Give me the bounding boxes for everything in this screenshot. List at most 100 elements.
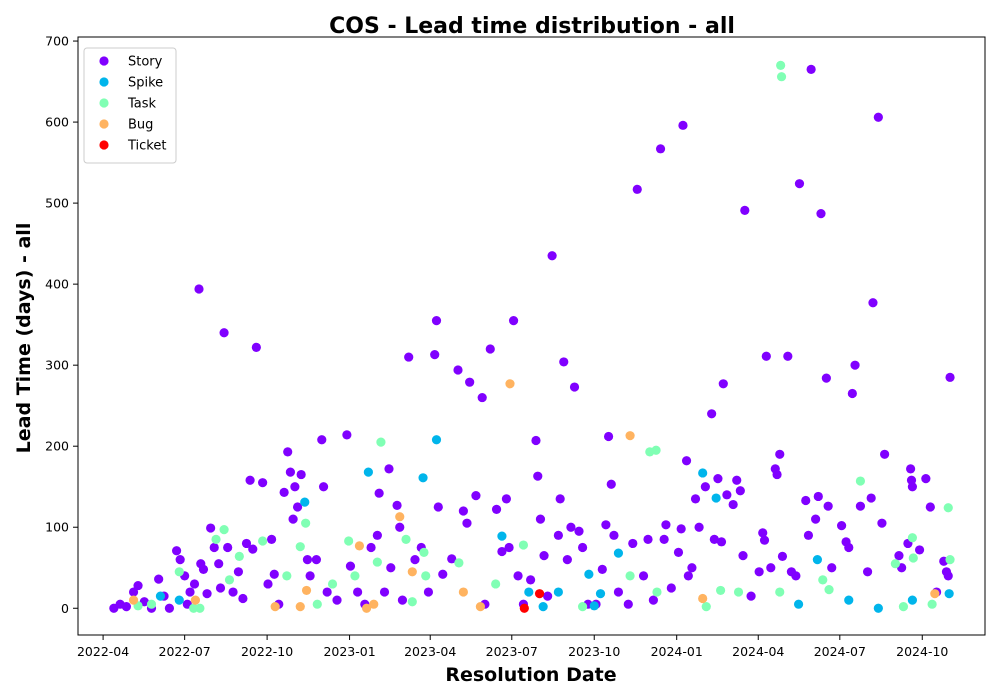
task-point — [295, 542, 305, 552]
story-point — [613, 587, 624, 597]
story-point — [318, 482, 329, 492]
story-point — [758, 528, 768, 538]
story-point — [379, 587, 390, 597]
story-point — [311, 555, 322, 565]
story-point — [345, 561, 356, 571]
x-tick-label: 2022-10 — [241, 644, 293, 659]
story-point — [279, 487, 289, 497]
story-point — [269, 569, 279, 579]
story-point — [233, 567, 244, 577]
story-point — [372, 530, 382, 540]
legend-label: Ticket — [127, 139, 166, 154]
story-point — [877, 518, 887, 528]
story-point — [811, 514, 821, 524]
story-point — [223, 542, 233, 553]
task-point — [824, 585, 834, 595]
story-point — [707, 409, 717, 419]
story-point — [533, 471, 543, 481]
story-point — [577, 542, 588, 553]
story-point — [322, 587, 332, 597]
y-tick-label: 300 — [45, 358, 69, 373]
story-point — [709, 534, 719, 544]
data-points — [109, 60, 955, 613]
story-point — [813, 491, 823, 502]
story-point — [189, 579, 200, 589]
story-point — [245, 475, 255, 485]
bug-point — [625, 431, 635, 441]
task-point — [211, 534, 221, 544]
task-point — [376, 437, 386, 447]
bug-point — [505, 379, 515, 389]
ticket-point — [519, 603, 529, 613]
bug-point — [354, 541, 365, 551]
story-point — [740, 205, 750, 216]
y-tick-label: 700 — [45, 34, 69, 49]
story-point — [894, 550, 904, 561]
spike-point — [812, 555, 823, 565]
task-point — [701, 602, 711, 612]
story-point — [302, 555, 313, 565]
story-point — [202, 589, 212, 599]
spike-point — [844, 595, 854, 605]
x-tick-label: 2023-07 — [486, 644, 538, 659]
task-point — [454, 558, 464, 568]
story-point — [386, 563, 396, 573]
x-tick-label: 2024-07 — [814, 644, 866, 659]
story-point — [241, 538, 252, 549]
story-point — [171, 546, 182, 556]
story-point — [290, 482, 300, 492]
story-point — [728, 499, 738, 510]
y-tick-label: 600 — [45, 115, 69, 130]
story-point — [539, 550, 549, 561]
story-point — [128, 587, 139, 597]
task-point — [651, 445, 661, 455]
story-point — [661, 520, 671, 530]
story-point — [844, 542, 854, 553]
spike-point — [418, 473, 428, 483]
legend-marker — [99, 98, 109, 108]
bug-point — [458, 587, 468, 597]
x-axis-title: Resolution Date — [445, 664, 616, 686]
story-point — [746, 591, 756, 601]
story-point — [332, 595, 342, 605]
y-tick-label: 200 — [45, 439, 69, 454]
story-point — [531, 435, 541, 446]
y-axis: 0 100 200 300 400 500 600 700 — [45, 34, 78, 616]
task-point — [312, 599, 322, 609]
story-point — [508, 316, 519, 326]
story-point — [925, 502, 935, 512]
story-point — [543, 591, 553, 601]
x-tick-label: 2024-01 — [651, 644, 703, 659]
x-tick-label: 2022-04 — [77, 644, 129, 659]
story-point — [827, 563, 837, 573]
story-point — [643, 534, 653, 544]
story-point — [238, 593, 248, 604]
story-point — [681, 456, 692, 466]
story-point — [535, 514, 546, 524]
spike-point — [711, 493, 721, 503]
story-point — [305, 571, 315, 581]
story-point — [296, 469, 306, 480]
story-point — [666, 583, 676, 593]
y-tick-label: 500 — [45, 196, 69, 211]
spike-point — [698, 468, 708, 478]
bug-point — [301, 585, 312, 596]
story-point — [673, 547, 684, 557]
x-tick-label: 2024-04 — [732, 644, 784, 659]
story-point — [410, 555, 420, 565]
story-point — [623, 599, 633, 609]
spike-point — [589, 601, 599, 611]
story-point — [862, 567, 873, 577]
task-point — [195, 603, 205, 613]
story-point — [288, 514, 298, 524]
x-tick-label: 2022-07 — [159, 644, 211, 659]
story-point — [462, 518, 472, 528]
legend-marker — [99, 140, 109, 150]
story-point — [873, 112, 883, 122]
story-point — [794, 179, 805, 189]
task-point — [407, 597, 417, 607]
story-point — [687, 563, 697, 573]
story-point — [921, 474, 931, 484]
story-point — [738, 550, 748, 561]
task-point — [491, 579, 501, 589]
